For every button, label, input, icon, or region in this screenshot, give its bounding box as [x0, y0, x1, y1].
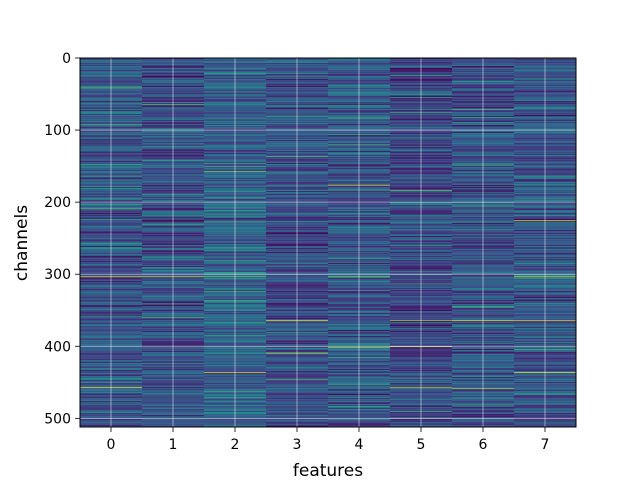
x-axis-ticks: 0 1 2 3 4 5 6 7: [107, 427, 550, 453]
y-tick-label: 200: [44, 195, 71, 211]
plot-frame: [79, 57, 577, 428]
y-axis-ticks: 0 100 200 300 400 500: [44, 51, 80, 427]
y-tick-label: 0: [62, 51, 71, 67]
x-tick-label: 6: [479, 437, 488, 453]
x-tick-label: 1: [169, 437, 178, 453]
y-tick-label: 300: [44, 267, 71, 283]
x-tick-label: 0: [107, 437, 116, 453]
x-tick-label: 7: [541, 437, 550, 453]
x-tick-label: 5: [417, 437, 426, 453]
y-tick-label: 500: [44, 411, 71, 427]
y-axis-label: channels: [12, 205, 32, 281]
x-axis-label: features: [293, 461, 363, 480]
grid-lines: [80, 57, 576, 427]
x-tick-label: 4: [355, 437, 364, 453]
y-tick-label: 400: [44, 339, 71, 355]
y-tick-label: 100: [44, 123, 71, 139]
heatmap-cells: [80, 58, 577, 428]
x-tick-label: 2: [231, 437, 240, 453]
x-tick-label: 3: [293, 437, 302, 453]
